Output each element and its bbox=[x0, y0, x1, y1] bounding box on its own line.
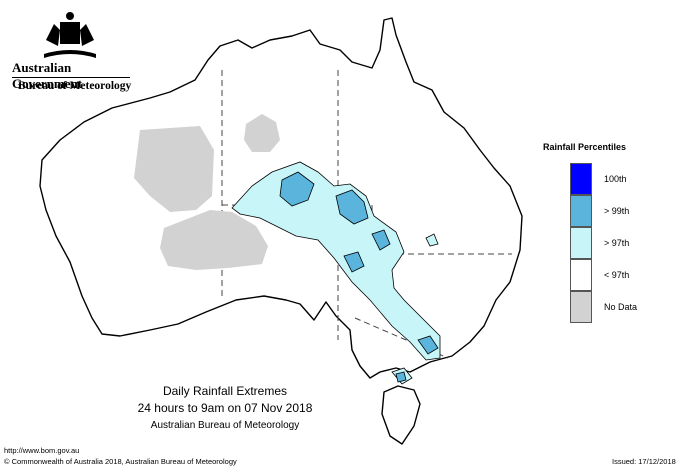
government-title: Australian Government bbox=[12, 60, 83, 91]
tasmania-outline bbox=[381, 385, 421, 445]
legend-label: < 97th bbox=[604, 270, 630, 280]
title-divider bbox=[12, 77, 130, 78]
coat-of-arms-icon bbox=[44, 12, 96, 58]
legend-swatch bbox=[570, 227, 592, 259]
legend-swatch bbox=[570, 195, 592, 227]
legend-label: No Data bbox=[604, 302, 638, 312]
legend-label: > 99th bbox=[604, 206, 630, 216]
agency-title: Bureau of Meteorology bbox=[18, 80, 132, 92]
legend-label: 100th bbox=[604, 174, 627, 184]
legend-swatch bbox=[570, 291, 592, 323]
website-url[interactable]: http://www.bom.gov.au bbox=[4, 446, 80, 455]
issued-date: Issued: 17/12/2018 bbox=[612, 457, 676, 466]
rainfall-99th-regions bbox=[279, 171, 439, 383]
map-caption: Daily Rainfall Extremes 24 hours to 9am … bbox=[120, 383, 330, 434]
legend-label: > 97th bbox=[604, 238, 630, 248]
legend-title: Rainfall Percentiles bbox=[543, 142, 627, 152]
caption-title: Daily Rainfall Extremes bbox=[162, 384, 288, 398]
legend-swatch bbox=[570, 163, 592, 195]
legend-swatch bbox=[570, 259, 592, 291]
caption-date: 24 hours to 9am on 07 Nov 2018 bbox=[137, 401, 313, 415]
caption-source: Australian Bureau of Meteorology bbox=[150, 420, 300, 431]
copyright-notice: © Commonwealth of Australia 2018, Austra… bbox=[4, 457, 237, 466]
